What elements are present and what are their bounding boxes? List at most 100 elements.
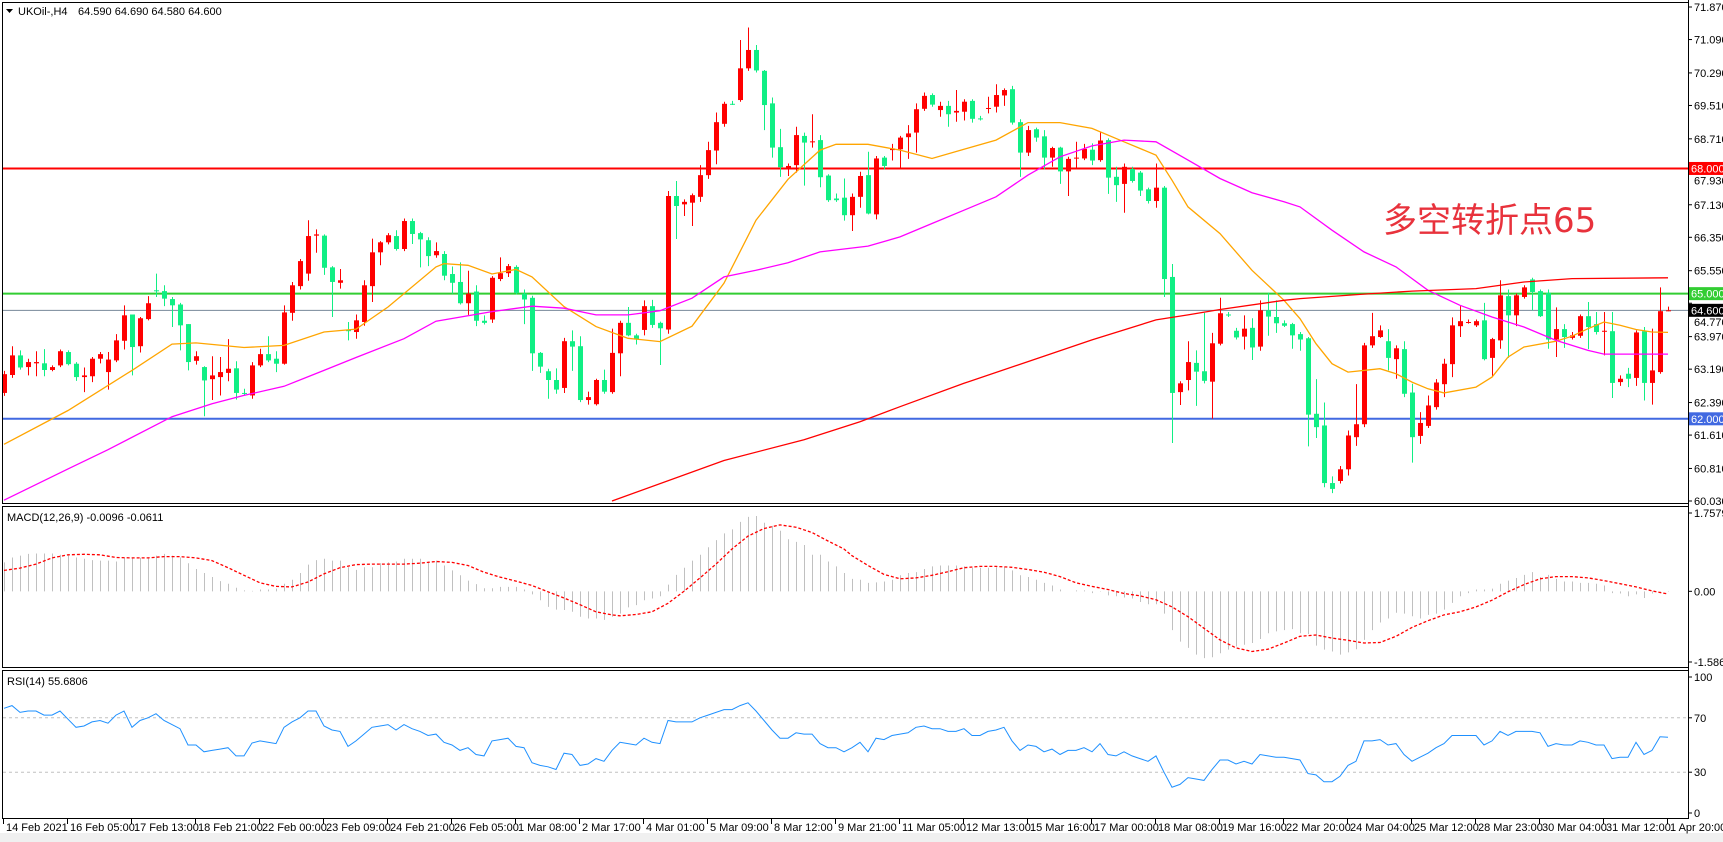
candle — [762, 70, 767, 131]
candle — [234, 361, 239, 400]
candle-body — [1386, 341, 1391, 358]
macd-pane[interactable] — [2, 506, 1689, 668]
time-tick-label: 17 Feb 13:00 — [134, 822, 199, 834]
candle — [1194, 350, 1199, 406]
candle — [650, 299, 655, 328]
candle — [1058, 146, 1063, 184]
candle-body — [50, 367, 55, 370]
price-tick-label: 61.610 — [1694, 430, 1723, 442]
candle — [1378, 325, 1383, 338]
candle-body — [1210, 343, 1215, 382]
candle-body — [82, 375, 87, 378]
candle-body — [1002, 90, 1007, 96]
candle — [170, 296, 175, 328]
candle — [1426, 395, 1431, 428]
candle — [698, 165, 703, 202]
candle — [578, 336, 583, 403]
candle-body — [690, 195, 695, 203]
candle — [1594, 311, 1599, 335]
candle-body — [594, 380, 599, 405]
main-pane[interactable] — [2, 2, 1689, 504]
candle-body — [1602, 330, 1607, 332]
candle-body — [482, 320, 487, 323]
candle — [378, 241, 383, 266]
annotation-text[interactable]: 多空转折点65 — [1383, 201, 1596, 241]
candle-body — [626, 322, 631, 336]
candle-body — [546, 371, 551, 381]
candle — [1578, 314, 1583, 338]
candle — [162, 285, 167, 307]
time-tick-label: 9 Mar 21:00 — [838, 822, 897, 834]
candle-body — [434, 251, 439, 256]
candle — [1370, 312, 1375, 348]
candle-body — [370, 252, 375, 287]
candle-body — [1626, 373, 1631, 379]
candle-body — [466, 293, 471, 304]
candle-body — [1058, 147, 1063, 172]
candle — [26, 358, 31, 376]
rsi-pane[interactable] — [2, 670, 1689, 819]
candle-body — [658, 322, 663, 329]
candle — [66, 350, 71, 366]
candle — [538, 352, 543, 373]
candle-body — [1442, 363, 1447, 385]
candle-body — [794, 135, 799, 166]
price-tick-label: 60.030 — [1694, 496, 1723, 508]
candle-body — [1562, 329, 1567, 338]
candle — [1098, 131, 1103, 162]
candle-body — [506, 266, 511, 274]
candle-body — [1466, 322, 1471, 324]
candle-body — [1170, 276, 1175, 393]
time-tick-label: 25 Mar 12:00 — [1414, 822, 1479, 834]
candle-body — [1498, 295, 1503, 341]
triangle-down-icon[interactable] — [6, 9, 13, 13]
candle — [394, 230, 399, 251]
candle-body — [426, 240, 431, 257]
status-strip — [0, 833, 1723, 842]
candle — [1146, 187, 1151, 204]
candle-body — [1186, 362, 1191, 381]
candle-body — [10, 355, 15, 375]
candle — [930, 93, 935, 107]
candle — [586, 391, 591, 405]
time-tick-label: 12 Mar 13:00 — [966, 822, 1031, 834]
time-tick-label: 18 Feb 21:00 — [198, 822, 263, 834]
candle-body — [266, 354, 271, 361]
candle — [146, 296, 151, 321]
candle-body — [866, 175, 871, 214]
candle — [466, 270, 471, 315]
candle-body — [1258, 310, 1263, 347]
candle — [282, 305, 287, 365]
macd-signal-line — [3, 524, 1669, 653]
candle — [1114, 166, 1119, 202]
candle-body — [1426, 405, 1431, 426]
candle-body — [458, 281, 463, 304]
candle — [1586, 301, 1591, 350]
candle — [842, 178, 847, 221]
candle-body — [522, 293, 527, 300]
candle — [434, 242, 439, 258]
candle-body — [1050, 148, 1055, 158]
candle-body — [570, 341, 575, 347]
level-price-label: 62.000 — [1691, 414, 1723, 426]
candle — [130, 314, 135, 376]
price-tick-label: 67.130 — [1694, 200, 1723, 212]
candle-body — [978, 118, 983, 120]
candle — [570, 330, 575, 371]
candle — [210, 356, 215, 401]
candle — [1050, 146, 1055, 167]
candle-body — [218, 372, 223, 378]
candle — [1610, 311, 1615, 398]
level-price-tag — [1689, 412, 1723, 426]
candle-body — [538, 352, 543, 367]
candle — [618, 320, 623, 377]
level-price-label: 65.000 — [1691, 289, 1723, 301]
candle — [730, 100, 735, 106]
candle-body — [1274, 317, 1279, 324]
candle-body — [1306, 338, 1311, 415]
candle-body — [650, 306, 655, 325]
candle — [1186, 341, 1191, 391]
candle — [1658, 287, 1663, 374]
candle-body — [530, 297, 535, 354]
